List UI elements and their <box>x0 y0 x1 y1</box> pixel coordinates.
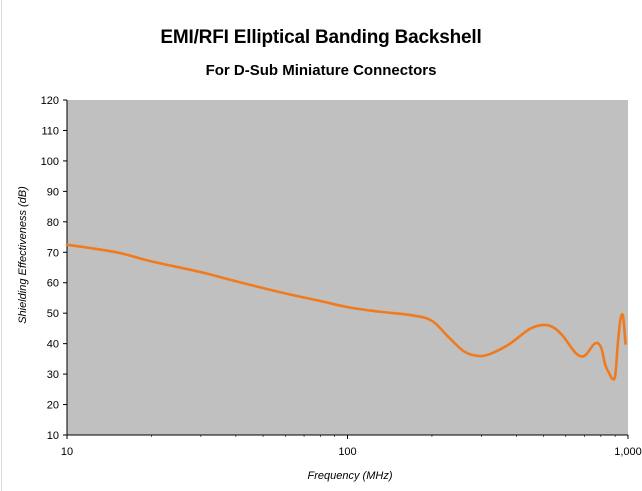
series-point <box>561 334 563 336</box>
series-point <box>379 311 381 313</box>
series-point <box>509 343 511 345</box>
series-point <box>548 325 550 327</box>
series-point <box>200 271 202 273</box>
plot-area <box>67 100 628 435</box>
series-point <box>476 355 478 357</box>
series-point <box>151 261 153 263</box>
series-point <box>620 319 622 321</box>
y-tick-label: 80 <box>47 217 59 229</box>
series-point <box>347 306 349 308</box>
series-point <box>235 280 237 282</box>
x-tick-label: 10 <box>61 446 73 458</box>
chart-subtitle: For D-Sub Miniature Connectors <box>205 62 437 79</box>
series-point <box>584 355 586 357</box>
y-tick-label: 40 <box>47 339 59 351</box>
series-point <box>411 315 413 317</box>
series-point <box>614 375 616 377</box>
series-point <box>463 351 465 353</box>
series-point <box>622 315 624 317</box>
series-point <box>285 293 287 295</box>
y-tick-label: 20 <box>47 400 59 412</box>
frame-border <box>1 0 2 491</box>
series-line <box>65 243 627 381</box>
y-tick-label: 30 <box>47 369 59 381</box>
series-point <box>617 343 619 345</box>
series-point <box>488 354 490 356</box>
y-tick-label: 60 <box>47 278 59 290</box>
series-point <box>320 300 322 302</box>
y-tick-label: 10 <box>47 430 59 442</box>
series-point <box>66 244 68 246</box>
series-point <box>530 328 532 330</box>
y-tick-label: 70 <box>47 247 59 259</box>
y-tick-label: 90 <box>47 186 59 198</box>
series-point <box>431 320 433 322</box>
series-point <box>609 373 611 375</box>
series-point <box>448 337 450 339</box>
y-tick-label: 120 <box>41 95 59 107</box>
x-axis-label: Frequency (MHz) <box>307 470 393 482</box>
series-point <box>625 343 627 345</box>
series-point <box>116 252 118 254</box>
series-point <box>605 364 607 366</box>
y-tick-label: 100 <box>41 156 59 168</box>
x-tick-label: 100 <box>338 446 356 458</box>
series-point <box>612 378 614 380</box>
y-tick-label: 110 <box>41 125 59 137</box>
series-point <box>575 352 577 354</box>
y-tick-label: 50 <box>47 308 59 320</box>
series-point <box>600 346 602 348</box>
series-point <box>594 343 596 345</box>
y-axis-label: Shielding Effectiveness (dB) <box>17 186 29 324</box>
chart-title: EMI/RFI Elliptical Banding Backshell <box>160 27 482 48</box>
x-tick-label: 1,000 <box>614 446 642 458</box>
